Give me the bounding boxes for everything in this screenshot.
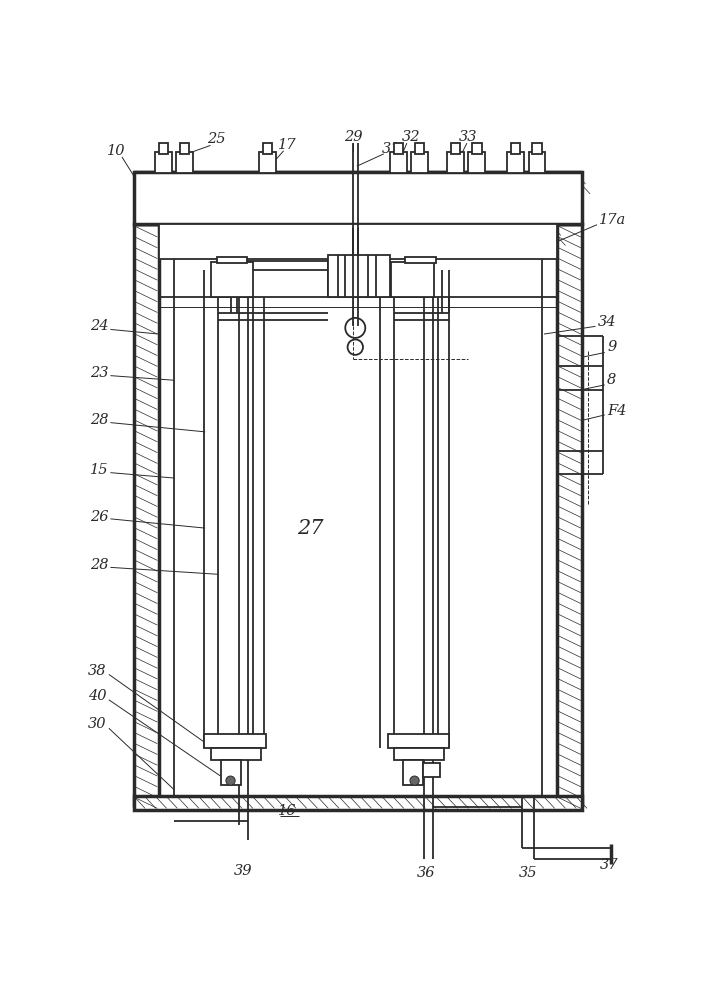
Bar — [473, 143, 482, 154]
Text: 36: 36 — [417, 866, 435, 880]
Text: 8: 8 — [607, 373, 616, 387]
Bar — [447, 152, 464, 173]
Text: 17a: 17a — [599, 213, 626, 227]
Text: 28: 28 — [89, 413, 108, 427]
Circle shape — [226, 776, 235, 785]
Text: 17: 17 — [278, 138, 297, 152]
Bar — [159, 224, 557, 259]
Text: 24: 24 — [89, 319, 108, 333]
Bar — [134, 796, 583, 810]
Text: 39: 39 — [234, 864, 252, 878]
Text: 10: 10 — [107, 144, 125, 158]
Text: 34: 34 — [598, 315, 616, 329]
Bar — [263, 143, 272, 154]
Bar — [204, 734, 266, 748]
Bar — [423, 763, 440, 777]
Bar — [533, 143, 542, 154]
Text: 27: 27 — [297, 519, 324, 538]
Text: 28: 28 — [89, 558, 108, 572]
Bar — [159, 143, 168, 154]
Text: 30: 30 — [88, 717, 107, 731]
Bar — [394, 143, 403, 154]
Bar — [528, 152, 546, 173]
Bar — [328, 255, 390, 297]
Bar — [155, 152, 172, 173]
Bar — [415, 143, 424, 154]
Bar — [403, 760, 423, 785]
Bar — [410, 152, 428, 173]
Bar — [450, 143, 460, 154]
Bar — [259, 152, 276, 173]
Bar — [507, 152, 524, 173]
Bar — [217, 257, 247, 263]
Bar — [210, 748, 260, 760]
Bar — [179, 143, 189, 154]
Bar — [220, 760, 240, 785]
Bar — [392, 262, 434, 297]
Bar — [511, 143, 520, 154]
Text: 37: 37 — [599, 858, 618, 872]
Text: 15: 15 — [89, 463, 108, 477]
Text: 33: 33 — [459, 130, 478, 144]
Text: 38: 38 — [88, 664, 107, 678]
Text: 40: 40 — [88, 689, 107, 703]
Text: 31: 31 — [383, 142, 400, 156]
Bar — [468, 152, 485, 173]
Circle shape — [410, 776, 419, 785]
Text: 29: 29 — [344, 130, 363, 144]
Bar — [557, 224, 583, 805]
Bar — [210, 262, 253, 297]
Bar — [390, 152, 407, 173]
Text: 9: 9 — [607, 340, 616, 354]
Text: 25: 25 — [207, 132, 225, 146]
Bar — [134, 172, 583, 224]
Bar — [176, 152, 193, 173]
Text: 26: 26 — [89, 510, 108, 524]
Text: F4: F4 — [607, 404, 626, 418]
Bar — [388, 734, 449, 748]
Bar — [405, 257, 436, 263]
Bar — [394, 748, 444, 760]
Text: 35: 35 — [519, 866, 538, 880]
Text: 32: 32 — [401, 130, 420, 144]
Bar — [134, 224, 159, 805]
Text: 16: 16 — [278, 804, 297, 818]
Text: 23: 23 — [89, 366, 108, 380]
